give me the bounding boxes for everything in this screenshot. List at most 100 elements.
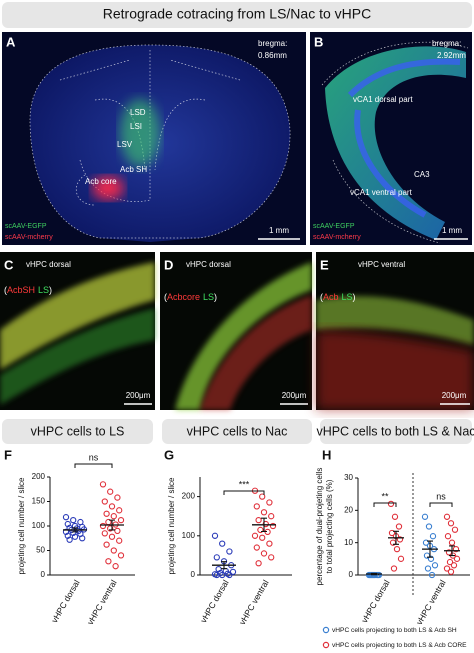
error-bar [393,530,399,545]
green-signal [120,99,160,167]
chart-title-box [2,419,153,444]
green-label: scAAV-EGFP [5,223,47,230]
red-stain: Acb [323,292,339,302]
error-bar [427,540,433,558]
green-stain: LS [203,292,214,302]
error-bar [261,517,267,533]
panel-letter: H [322,447,331,462]
data-point [447,568,455,575]
data-point [114,527,121,535]
x-tick-label: vHPC dorsal [359,578,392,624]
outline [29,44,291,239]
data-point [219,540,226,547]
data-point [211,532,219,539]
bregma: 0.86mm [258,51,287,60]
y-tick-label: 0 [191,570,196,579]
data-point [396,536,404,543]
y-tick-label: 30 [344,473,353,482]
data-point [268,554,275,561]
data-point [395,523,403,530]
data-point [450,562,458,569]
scale-label: 200μm [442,391,467,400]
data-point [229,568,237,576]
panel-letter: C [4,257,14,272]
green-label: scAAV-EGFP [313,223,355,230]
significance-bracket [223,490,265,495]
chart-title: vHPC cells to both LS & Nac [316,424,474,438]
data-point [268,513,275,520]
data-point [116,537,123,544]
data-point [116,507,123,514]
data-point [107,525,114,532]
data-point [226,571,233,579]
data-point [103,541,110,548]
chart-title: vHPC cells to LS [31,424,125,438]
y-axis-label: projeting cell number / slice [167,477,176,574]
data-point [108,533,116,540]
data-point [266,499,273,506]
error-bar [109,519,115,531]
error-bar [72,527,78,533]
data-point [266,540,273,547]
data-point [110,513,117,520]
data-point [105,558,112,565]
data-point [428,571,436,579]
data-point [112,563,119,570]
region-label: LSV [117,140,133,149]
significance-bracket [373,502,397,507]
legend-marker [322,641,330,649]
data-point [110,547,117,554]
data-point [253,503,260,510]
data-point [424,565,432,572]
region-label: CA3 [414,170,430,179]
y-tick-label: 20 [344,505,353,514]
data-point [447,520,455,527]
data-point [443,513,451,520]
data-point [257,526,264,534]
chart-title: vHPC cells to Nac [187,424,288,438]
data-point [79,535,86,542]
legend-marker [322,626,330,634]
data-point [255,516,262,524]
paren: ) [353,292,356,302]
cell-layer [347,58,461,218]
scale-label: 200μm [126,391,151,400]
data-point [70,516,77,524]
significance-label: *** [239,479,250,489]
data-point [422,539,430,546]
data-point [388,529,396,537]
green-band [316,296,474,345]
chart-title-box [162,419,312,444]
scale-label: 1 mm [442,226,462,235]
red-layer [316,330,474,410]
green-stain: LS [342,292,353,302]
data-point [251,532,259,539]
significance-bracket [74,463,113,468]
data-point [66,536,73,543]
panel-c: C vHPC dorsal (AcbSH LS) 200μm [0,252,155,410]
y-tick-label: 0 [349,570,354,579]
y-axis-label: projeting cell number / slice [17,477,26,574]
scale-label: 200μm [282,391,307,400]
data-point [213,554,220,561]
stain-label: (Acb LS) [320,292,356,302]
data-point [259,493,266,500]
x-tick-label: vHPC ventral [85,578,119,626]
x-tick-label: vHPC ventral [414,578,448,626]
region-label: Acb SH [120,165,147,174]
data-point [448,539,456,546]
error-bar [221,561,227,570]
error-bar [371,572,377,576]
data-point [452,545,460,553]
red-stain: Acbcore [167,292,200,302]
panel-letter: F [4,447,12,462]
panel-a: A bregma: 0.86mm LSD LSI LSV Acb core Ac… [2,32,306,245]
figure-title: Retrograde cotracing from LS/Nac to vHPC [103,6,371,22]
panel-title: vHPC dorsal [186,260,231,269]
data-point [103,510,110,517]
title-box [2,2,472,28]
data-point [393,545,401,553]
y-tick-label: 100 [32,521,46,530]
panel-title: vHPC dorsal [26,260,71,269]
